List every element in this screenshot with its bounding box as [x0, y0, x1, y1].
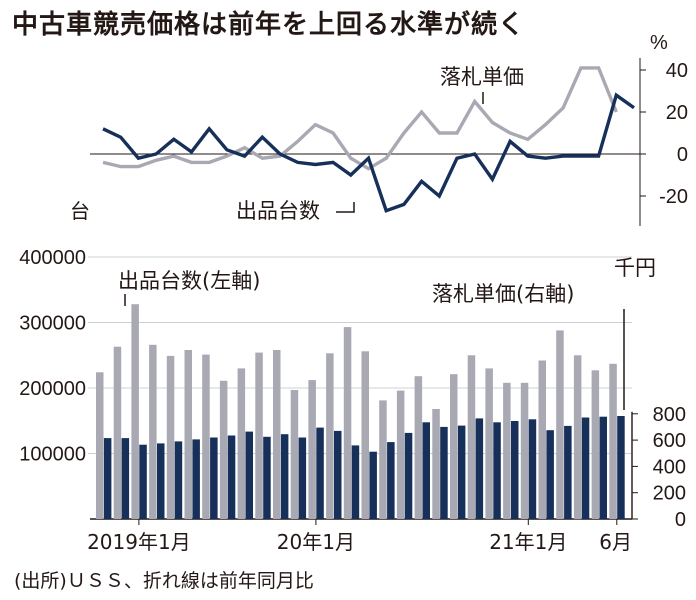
bar-listed-units [467, 355, 476, 520]
bar-listed-units [237, 368, 246, 519]
bar-listed-units [255, 352, 263, 519]
bar-listed-units [573, 355, 582, 520]
bar-listed-units [343, 327, 352, 519]
bar-winning-bid-price [387, 442, 395, 519]
bar-listed-units [379, 400, 387, 519]
bar-winning-bid-price [475, 418, 484, 519]
bar-winning-bid-price [599, 416, 607, 519]
bar-winning-bid-price [139, 444, 147, 519]
bar-listed-units [503, 382, 511, 519]
annotation-leader-units [336, 202, 355, 213]
legend-winning-bid-right-axis: 落札単価(右軸) [432, 282, 574, 306]
bar-listed-units [308, 380, 316, 519]
y-tick-label: 20 [666, 102, 688, 124]
bar-winning-bid-price [422, 422, 430, 519]
bar-winning-bid-price [174, 441, 183, 519]
x-tick-label: 20年1月 [277, 530, 355, 554]
bar-winning-bid-price [369, 451, 377, 519]
bar-winning-bid-price [298, 437, 307, 519]
right-axis-unit-label: 千円 [614, 256, 656, 280]
bar-listed-units [131, 304, 139, 519]
bar-winning-bid-price [528, 419, 537, 519]
bar-winning-bid-price [581, 417, 590, 519]
x-tick-label: 21年1月 [489, 530, 567, 554]
bar-listed-units [432, 409, 440, 519]
source-note: (出所)ＵＳＳ、折れ線は前年同月比 [14, 570, 314, 592]
bar-winning-bid-price [334, 430, 342, 519]
legend-listed-units-left-axis: 出品台数(左軸) [118, 269, 260, 293]
bar-listed-units [396, 390, 405, 519]
right-y-tick-label: 600 [653, 430, 686, 452]
bar-winning-bid-price [564, 425, 572, 519]
bar-winning-bid-price [351, 445, 360, 519]
bar-winning-bid-price [440, 426, 448, 519]
left-unit-label: 台 [70, 199, 90, 223]
bar-listed-units [538, 360, 546, 519]
bar-winning-bid-price [245, 431, 253, 519]
left-y-tick-label: 200000 [19, 378, 86, 400]
bar-listed-units [202, 354, 210, 519]
left-y-tick-label: 300000 [19, 313, 86, 335]
right-y-tick-label: 200 [653, 483, 686, 505]
right-y-tick-label: 800 [653, 404, 686, 426]
bar-winning-bid-price [617, 416, 625, 519]
x-tick-label: 2019年1月 [87, 530, 191, 554]
bar-listed-units [414, 376, 423, 519]
bar-winning-bid-price [280, 434, 289, 519]
bar-winning-bid-price [263, 436, 271, 519]
y-tick-label: 40 [666, 60, 688, 82]
bar-winning-bid-price [511, 421, 519, 519]
bar-listed-units [149, 344, 157, 519]
bar-listed-units [591, 370, 600, 519]
bar-winning-bid-price [103, 438, 112, 519]
bar-listed-units [290, 390, 299, 519]
y-tick-label: 0 [677, 144, 688, 166]
bar-listed-units [485, 368, 493, 519]
bar-listed-units [450, 374, 458, 519]
right-y-tick-label: 400 [653, 456, 686, 478]
bar-winning-bid-price [227, 435, 236, 519]
bar-listed-units [326, 353, 334, 519]
bar-listed-units [273, 350, 281, 519]
series-line-winning-bid-price [102, 66, 618, 171]
left-y-tick-label: 400000 [19, 247, 86, 269]
bar-winning-bid-price [121, 438, 130, 519]
bar-listed-units [113, 346, 122, 519]
bar-winning-bid-price [457, 425, 466, 519]
x-tick-label: 6月 [599, 530, 632, 554]
annotation-listed-units: 出品台数 [236, 199, 320, 223]
bar-listed-units [184, 350, 192, 519]
bar-winning-bid-price [157, 443, 165, 519]
bar-listed-units [520, 382, 529, 519]
series-line-listed-units [102, 92, 635, 213]
bar-listed-units [166, 355, 175, 519]
right-y-tick-label: 0 [675, 509, 686, 531]
bar-winning-bid-price [316, 427, 324, 519]
bar-listed-units [609, 363, 617, 519]
left-y-tick-label: 100000 [19, 444, 86, 466]
bar-winning-bid-price [192, 439, 200, 519]
bar-winning-bid-price [493, 422, 501, 519]
y-tick-label: -20 [659, 186, 688, 208]
bar-listed-units [361, 351, 369, 519]
bar-winning-bid-price [546, 430, 554, 519]
annotation-winning-bid-price: 落札単価 [440, 65, 524, 89]
bar-listed-units [96, 372, 104, 519]
percent-unit-label: % [650, 32, 668, 54]
bar-listed-units [556, 330, 564, 519]
bar-listed-units [219, 380, 228, 519]
bar-winning-bid-price [404, 432, 413, 519]
bar-winning-bid-price [210, 437, 218, 519]
chart-title: 中古車競売価格は前年を上回る水準が続く [12, 10, 526, 40]
